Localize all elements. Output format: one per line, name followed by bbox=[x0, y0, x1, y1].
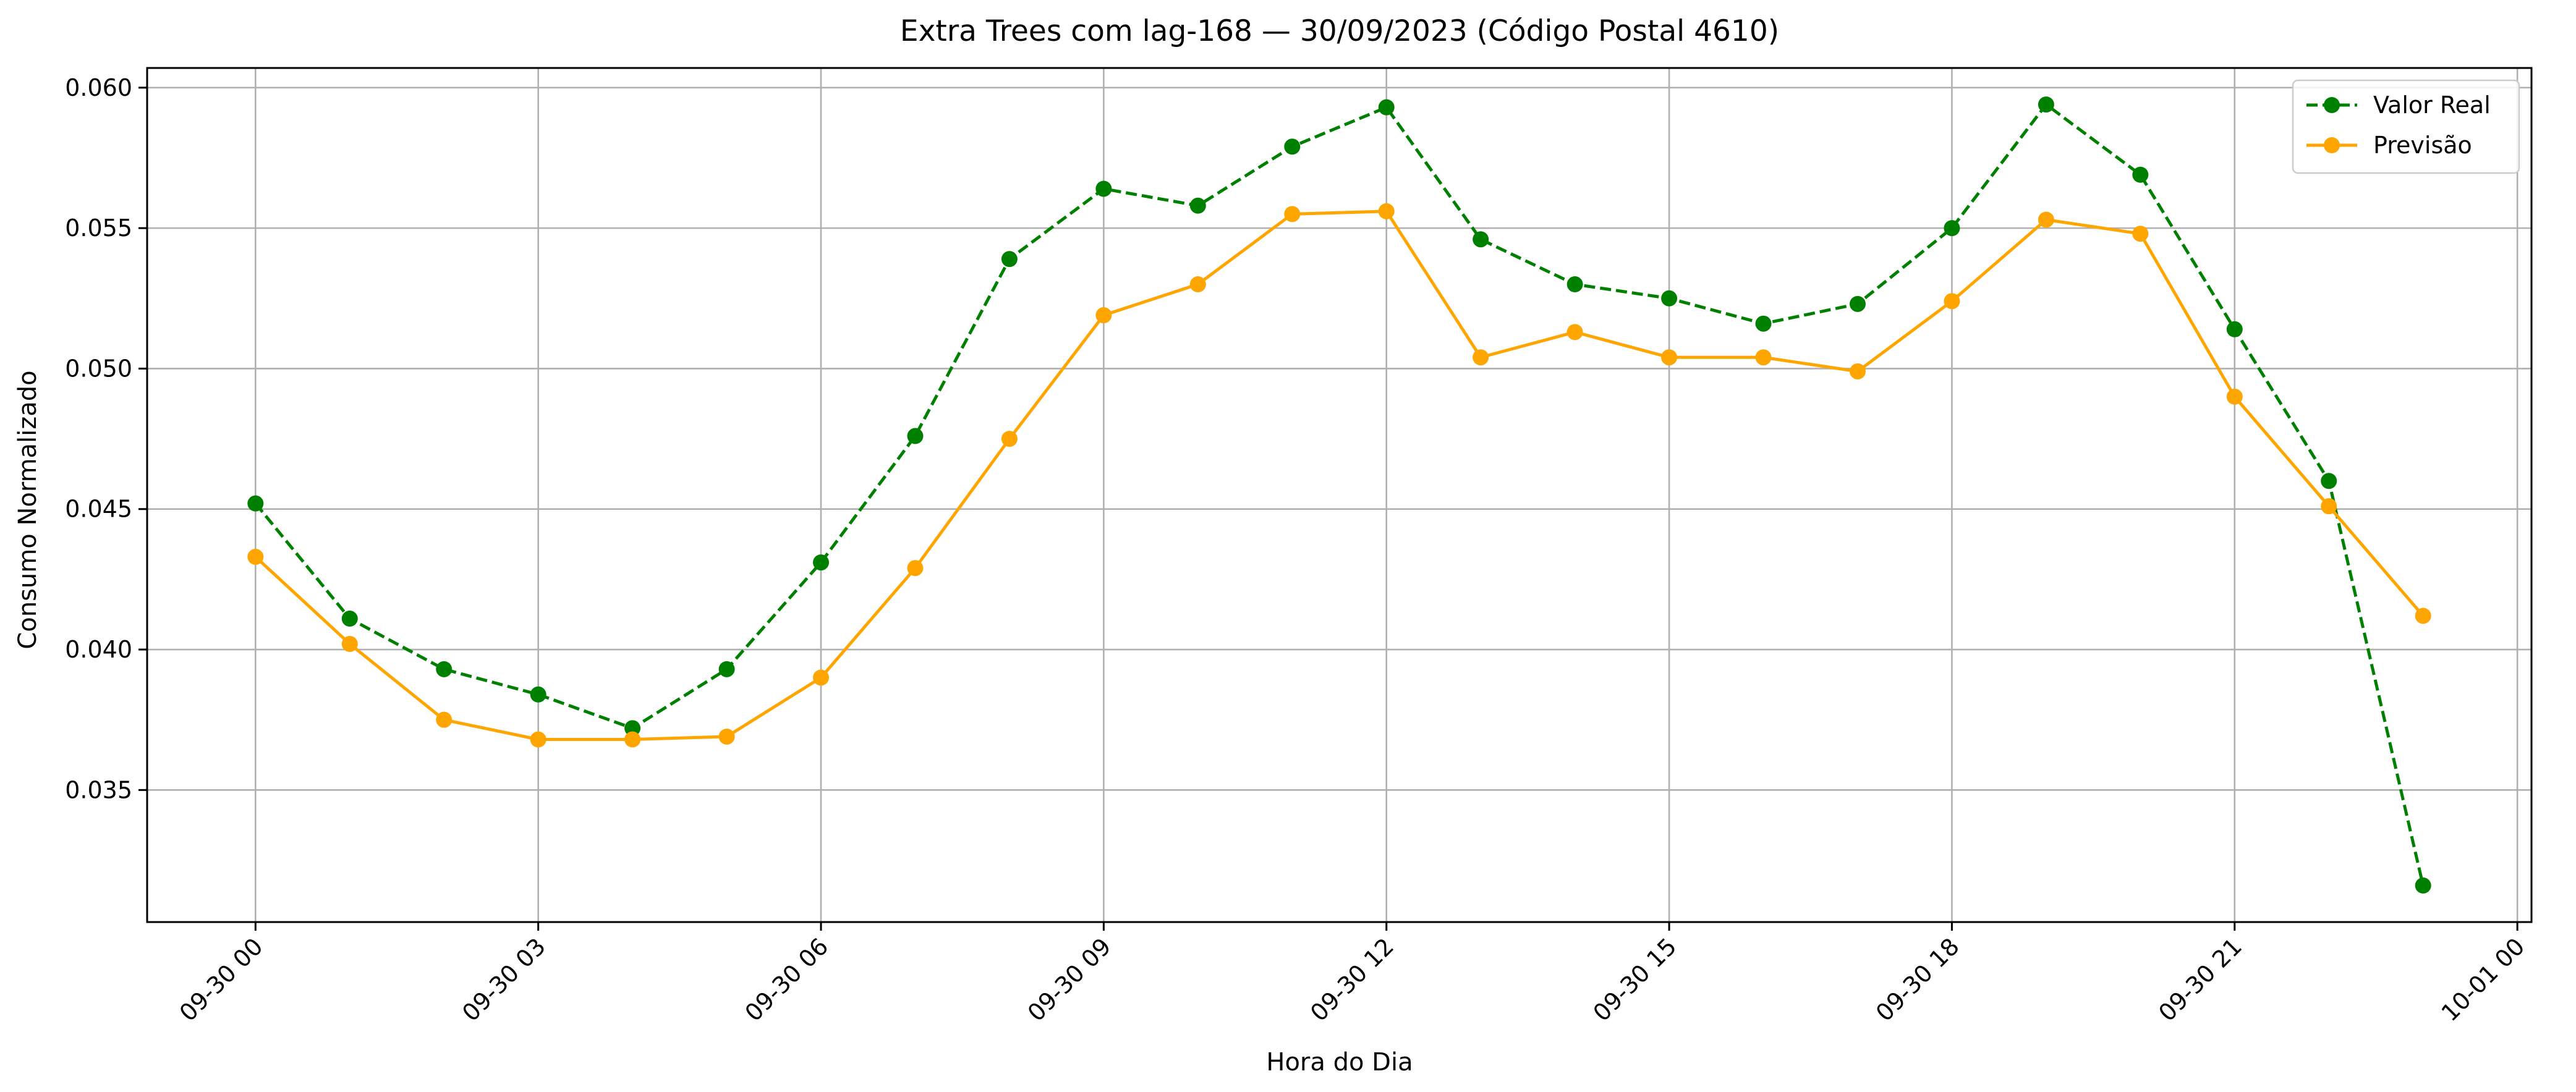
data-point bbox=[2038, 96, 2054, 113]
legend-marker bbox=[2324, 137, 2340, 153]
data-point bbox=[907, 560, 924, 577]
data-point bbox=[1661, 290, 1678, 307]
data-point bbox=[341, 611, 358, 627]
data-point bbox=[1944, 220, 1960, 237]
y-tick-label: 0.035 bbox=[65, 776, 132, 803]
data-point bbox=[1849, 295, 1866, 312]
data-point bbox=[2415, 877, 2431, 894]
y-tick-label: 0.055 bbox=[65, 214, 132, 242]
y-tick-label: 0.060 bbox=[65, 74, 132, 101]
series-1 bbox=[247, 96, 2431, 894]
data-point bbox=[1661, 349, 1678, 366]
data-point bbox=[1566, 324, 1583, 341]
data-point bbox=[2321, 473, 2337, 489]
legend-label: Valor Real bbox=[2373, 91, 2491, 119]
y-tick-label: 0.040 bbox=[65, 636, 132, 663]
data-point bbox=[1849, 363, 1866, 379]
data-point bbox=[530, 686, 546, 703]
series-layer bbox=[247, 96, 2431, 894]
data-point bbox=[1095, 180, 1112, 197]
data-point bbox=[718, 661, 735, 677]
data-point bbox=[813, 554, 830, 571]
data-point bbox=[907, 428, 924, 444]
y-tick-label: 0.050 bbox=[65, 355, 132, 382]
legend-marker bbox=[2324, 97, 2340, 113]
data-point bbox=[1566, 276, 1583, 293]
data-point bbox=[2038, 211, 2054, 228]
data-point bbox=[247, 549, 264, 565]
legend: Valor Real Previsão bbox=[2292, 79, 2520, 174]
data-point bbox=[1473, 349, 1489, 366]
data-point bbox=[2415, 607, 2431, 624]
data-point bbox=[247, 495, 264, 512]
data-point bbox=[813, 669, 830, 686]
legend-item: Valor Real bbox=[2306, 91, 2491, 119]
data-point bbox=[2226, 321, 2243, 337]
data-point bbox=[1378, 99, 1395, 116]
data-point bbox=[1284, 138, 1301, 155]
plot-frame bbox=[146, 67, 2533, 923]
chart-title: Extra Trees com lag-168 — 30/09/2023 (Có… bbox=[900, 14, 1779, 48]
series-2 bbox=[247, 203, 2431, 748]
grid-lines bbox=[147, 68, 2531, 922]
series-line bbox=[254, 103, 2425, 886]
data-point bbox=[1189, 276, 1206, 293]
data-point bbox=[2132, 166, 2149, 183]
data-point bbox=[341, 635, 358, 652]
data-point bbox=[1755, 349, 1772, 366]
x-axis-label: Hora do Dia bbox=[1266, 1048, 1413, 1077]
legend-item: Previsão bbox=[2306, 132, 2472, 159]
data-point bbox=[718, 728, 735, 745]
data-point bbox=[1378, 203, 1395, 219]
data-point bbox=[1755, 315, 1772, 332]
data-point bbox=[624, 731, 641, 748]
data-point bbox=[1284, 206, 1301, 222]
data-point bbox=[436, 711, 453, 728]
y-tick-label: 0.045 bbox=[65, 496, 132, 523]
legend-label: Previsão bbox=[2373, 132, 2472, 159]
data-point bbox=[624, 720, 641, 737]
series-line bbox=[254, 210, 2425, 742]
data-point bbox=[1473, 231, 1489, 248]
data-point bbox=[530, 731, 546, 748]
data-point bbox=[2132, 226, 2149, 242]
data-point bbox=[1944, 293, 1960, 310]
y-axis-label: Consumo Normalizado bbox=[14, 370, 42, 649]
data-point bbox=[436, 661, 453, 677]
data-point bbox=[1001, 251, 1018, 268]
data-point bbox=[2321, 498, 2337, 515]
data-point bbox=[2226, 388, 2243, 405]
data-point bbox=[1189, 197, 1206, 214]
data-point bbox=[1001, 431, 1018, 447]
data-point bbox=[1095, 307, 1112, 324]
